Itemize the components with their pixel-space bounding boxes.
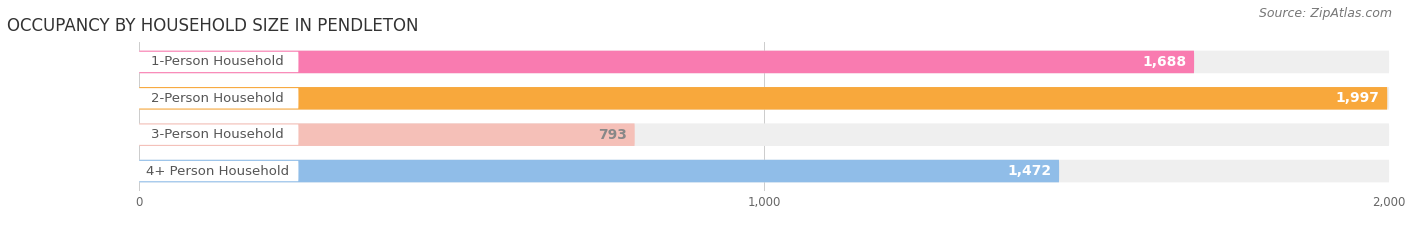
FancyBboxPatch shape xyxy=(139,87,1388,110)
FancyBboxPatch shape xyxy=(136,124,298,145)
Text: 1,472: 1,472 xyxy=(1008,164,1052,178)
Text: 3-Person Household: 3-Person Household xyxy=(150,128,284,141)
FancyBboxPatch shape xyxy=(139,123,634,146)
FancyBboxPatch shape xyxy=(139,160,1059,182)
Text: 4+ Person Household: 4+ Person Household xyxy=(146,164,288,178)
FancyBboxPatch shape xyxy=(136,88,298,109)
Text: 2-Person Household: 2-Person Household xyxy=(150,92,284,105)
FancyBboxPatch shape xyxy=(139,123,1389,146)
Text: 1,997: 1,997 xyxy=(1336,91,1379,105)
FancyBboxPatch shape xyxy=(136,161,298,181)
Text: 1,688: 1,688 xyxy=(1143,55,1187,69)
Text: Source: ZipAtlas.com: Source: ZipAtlas.com xyxy=(1258,7,1392,20)
Text: OCCUPANCY BY HOUSEHOLD SIZE IN PENDLETON: OCCUPANCY BY HOUSEHOLD SIZE IN PENDLETON xyxy=(7,17,419,35)
FancyBboxPatch shape xyxy=(139,51,1194,73)
Text: 793: 793 xyxy=(599,128,627,142)
Text: 1-Person Household: 1-Person Household xyxy=(150,55,284,69)
FancyBboxPatch shape xyxy=(139,87,1389,110)
FancyBboxPatch shape xyxy=(139,51,1389,73)
FancyBboxPatch shape xyxy=(136,52,298,72)
FancyBboxPatch shape xyxy=(139,160,1389,182)
